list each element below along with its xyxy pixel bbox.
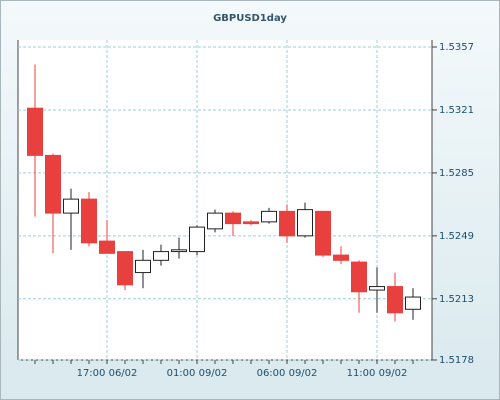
candle-body xyxy=(63,198,79,214)
candle-body xyxy=(117,251,133,286)
candle-body xyxy=(153,251,169,261)
candle-body xyxy=(189,226,205,253)
chart-title: GBPUSD1day xyxy=(213,13,287,24)
candle-body xyxy=(333,254,349,261)
candle-body xyxy=(207,212,223,230)
x-tick-label: 11:00 09/02 xyxy=(347,368,408,379)
candle-body xyxy=(369,286,385,291)
candle-body xyxy=(45,154,61,214)
candle-body xyxy=(81,198,97,244)
x-tick-label: 01:00 09/02 xyxy=(167,368,228,379)
candle-body xyxy=(261,210,277,223)
y-tick-label: 1.5285 xyxy=(439,168,474,179)
plot-area xyxy=(18,40,432,360)
candle-body xyxy=(351,261,367,293)
candle-body xyxy=(243,221,259,225)
candle-body xyxy=(279,210,295,237)
y-tick-label: 1.5357 xyxy=(439,42,474,53)
y-tick-label: 1.5178 xyxy=(439,355,474,366)
y-tick-label: 1.5321 xyxy=(439,105,474,116)
candle-body xyxy=(27,107,43,156)
candle-body xyxy=(171,249,187,253)
candle-body xyxy=(225,212,241,225)
candle-body xyxy=(315,210,331,256)
candle-body xyxy=(99,240,115,254)
candle-body xyxy=(135,259,151,274)
y-tick-label: 1.5249 xyxy=(439,231,474,242)
candle-body xyxy=(387,286,403,314)
candle-body xyxy=(405,296,421,310)
x-tick-label: 17:00 06/02 xyxy=(77,368,138,379)
y-tick-label: 1.5213 xyxy=(439,294,474,305)
candle-body xyxy=(297,209,313,237)
x-tick-label: 06:00 09/02 xyxy=(257,368,318,379)
